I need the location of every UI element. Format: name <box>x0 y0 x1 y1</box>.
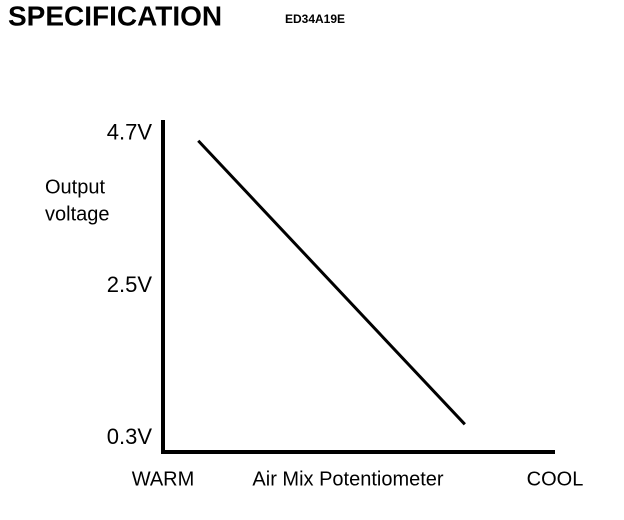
y-tick-label: 4.7V <box>107 120 153 145</box>
y-axis-label: Output <box>45 176 105 198</box>
chart-title: SPECIFICATION <box>8 0 222 31</box>
y-axis-label: voltage <box>45 203 110 225</box>
x-axis-label: Air Mix Potentiometer <box>252 468 444 490</box>
document-code: ED34A19E <box>285 12 345 26</box>
y-tick-label: 2.5V <box>107 272 153 297</box>
x-tick-label: WARM <box>132 468 195 490</box>
data-line <box>197 139 466 426</box>
x-tick-label: COOL <box>527 468 584 490</box>
y-tick-label: 0.3V <box>107 424 153 449</box>
